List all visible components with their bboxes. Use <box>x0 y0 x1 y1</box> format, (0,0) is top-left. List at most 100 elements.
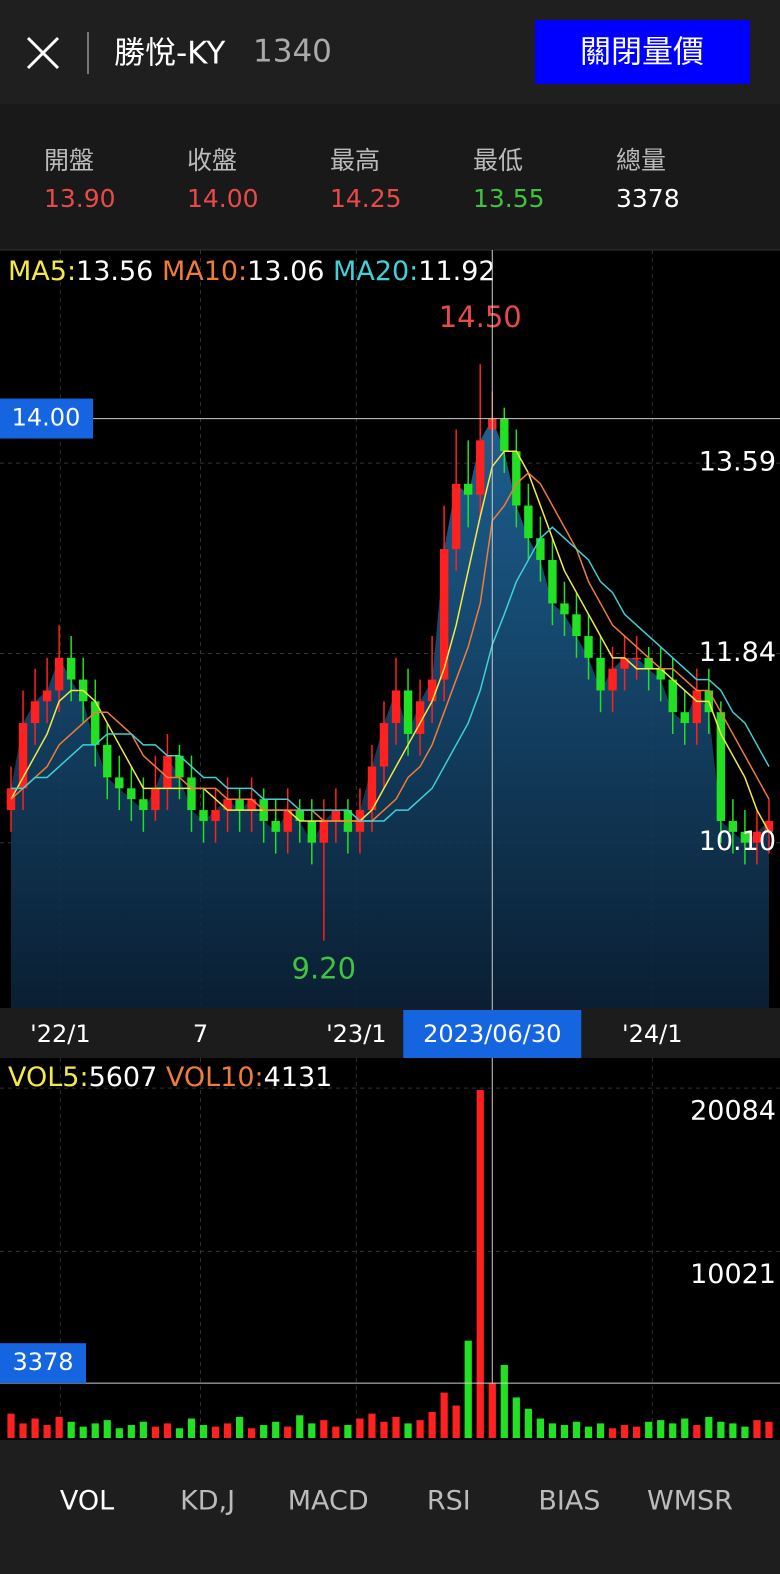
volume-bar <box>163 1423 172 1438</box>
volume-bar <box>344 1425 352 1438</box>
volume-bar <box>211 1426 220 1438</box>
candle-body <box>187 777 196 811</box>
candle-body <box>115 777 124 789</box>
volume-bar <box>681 1418 689 1438</box>
quote-value: 3378 <box>616 184 680 213</box>
candle-body <box>379 723 389 767</box>
volume-bar <box>115 1428 123 1438</box>
candle-body <box>139 799 148 811</box>
x-axis-band <box>0 1008 780 1058</box>
volume-bar <box>127 1425 135 1438</box>
toggle-button[interactable] <box>535 20 750 84</box>
quote-label: 開盤 <box>44 146 94 175</box>
volume-bar <box>236 1416 244 1438</box>
volume-bar <box>621 1425 629 1438</box>
candle-body <box>632 657 641 660</box>
tab[interactable]: BIAS <box>538 1486 600 1517</box>
tab[interactable]: KD,J <box>180 1486 235 1517</box>
candle-body <box>42 690 52 702</box>
y-tick-label: 11.84 <box>699 637 776 668</box>
stock-name: 勝悅-KY <box>114 36 225 72</box>
quote-panel <box>0 104 780 250</box>
legend-name: MA5: <box>8 256 76 287</box>
stock-code: 1340 <box>253 34 332 70</box>
volume-bar <box>741 1426 749 1438</box>
candle-body <box>584 636 593 658</box>
candle-body <box>91 701 100 745</box>
high-label: 14.50 <box>439 300 522 334</box>
tab[interactable]: RSI <box>427 1486 471 1517</box>
candle-body <box>223 799 232 811</box>
candle-body <box>596 657 605 691</box>
price-area <box>11 418 769 1008</box>
candle-body <box>415 701 425 734</box>
quote-label: 最高 <box>330 146 380 175</box>
candle-body <box>271 820 280 832</box>
candle-body <box>572 614 581 637</box>
volume-bar <box>729 1423 737 1438</box>
candle-body <box>199 810 208 821</box>
crosshair-price: 14.00 <box>12 404 81 432</box>
quote-label: 最低 <box>473 146 523 175</box>
legend-name: VOL5: <box>8 1062 89 1093</box>
candle-body <box>127 788 136 800</box>
candle-body <box>476 440 485 495</box>
volume-bar <box>187 1418 196 1438</box>
candle-body <box>54 657 64 691</box>
volume-bar <box>284 1426 292 1438</box>
volume-bar <box>248 1428 256 1438</box>
tab[interactable]: VOL <box>60 1486 114 1517</box>
volume-bar <box>428 1412 436 1438</box>
volume-bar <box>308 1423 316 1438</box>
volume-bar <box>91 1423 99 1438</box>
legend-value: 4131 <box>264 1062 333 1093</box>
crosshair-date-box <box>403 1010 582 1058</box>
candle-body <box>163 755 172 789</box>
quote-label: 總量 <box>616 146 666 175</box>
volume-bar <box>753 1420 761 1438</box>
crosshair-price-box <box>0 398 93 439</box>
toggle-button-label[interactable]: 關閉量價 <box>580 35 704 71</box>
y-tick-label: 13.59 <box>699 447 776 478</box>
volume-bar <box>765 1421 773 1438</box>
volume-bar <box>693 1425 701 1438</box>
volume-bar <box>260 1425 268 1438</box>
candle-body <box>391 690 401 724</box>
volume-bar <box>272 1421 280 1438</box>
tab-bar <box>0 1440 780 1574</box>
candle-body <box>716 712 726 821</box>
candle-body <box>151 788 160 811</box>
volume-bar <box>524 1408 532 1438</box>
candle-body <box>319 820 329 843</box>
candle-body <box>211 810 220 821</box>
tab[interactable]: WMSR <box>647 1486 733 1517</box>
volume-bar <box>608 1428 617 1438</box>
quote-value: 14.00 <box>187 184 259 213</box>
x-tick-label: 7 <box>193 1020 208 1048</box>
candle-body <box>500 418 509 452</box>
legend-name: VOL10: <box>166 1062 264 1093</box>
candle-body <box>620 657 629 669</box>
volume-box <box>0 1343 86 1384</box>
candle-body <box>439 549 449 680</box>
volume-bar <box>717 1421 725 1438</box>
close-icon[interactable] <box>26 36 60 70</box>
tab[interactable]: MACD <box>288 1486 369 1517</box>
volume-bar <box>512 1397 520 1438</box>
volume-bar <box>332 1426 340 1438</box>
quote-value: 13.55 <box>473 184 545 213</box>
volume-bar <box>79 1426 87 1438</box>
candle-body <box>427 679 437 702</box>
volume-bar <box>151 1426 159 1438</box>
volume-bar <box>560 1425 569 1438</box>
volume-bar <box>500 1364 508 1438</box>
candle-body <box>656 668 665 680</box>
candle-body <box>175 755 184 778</box>
volume-bar <box>175 1428 184 1438</box>
volume-bar <box>548 1423 557 1438</box>
candle-body <box>752 831 762 843</box>
volume-bar <box>416 1420 424 1438</box>
y-tick-label: 10021 <box>690 1259 776 1290</box>
volume-bar <box>320 1420 328 1438</box>
